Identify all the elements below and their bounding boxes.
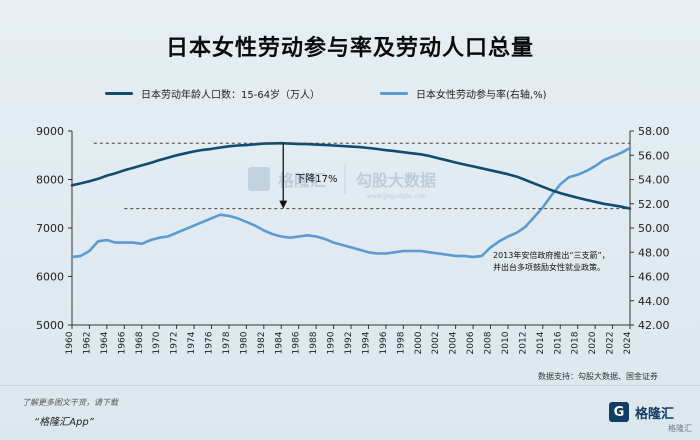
x-tick-label: 1996 (379, 331, 389, 354)
x-tick-label: 1974 (187, 331, 197, 354)
x-tick-label: 2022 (606, 332, 616, 355)
y-right-tick-label: 52.00 (638, 198, 670, 211)
policy-note-line2: 并出台多项鼓励女性就业政策。 (493, 262, 605, 272)
legend: 日本劳动年龄人口数：15-64岁（万人） 日本女性劳动参与率(右轴,%) (0, 86, 700, 102)
x-tick-label: 1990 (327, 331, 337, 354)
watermark-text: 勾股大数据 (356, 171, 436, 190)
x-tick-label: 2006 (466, 331, 476, 354)
y-right-tick-label: 58.00 (638, 125, 670, 138)
x-tick-label: 1962 (82, 332, 92, 355)
x-tick-label: 2020 (588, 331, 598, 354)
app-name: “格隆汇App” (34, 417, 94, 428)
y-right-tick-label: 54.00 (638, 174, 670, 187)
x-tick-label: 1960 (65, 331, 75, 354)
x-tick-label: 2004 (449, 331, 459, 354)
watermark-logo: 格隆汇 勾股大数据 www.gogudata.com (248, 164, 436, 200)
x-tick-label: 1964 (100, 331, 110, 354)
x-tick-label: 1992 (344, 332, 354, 355)
legend-item-female: 日本女性劳动参与率(右轴,%) (380, 86, 546, 101)
policy-note-line1: 2013年安倍政府推出“三支箭”， (493, 250, 610, 260)
y-left-tick-label: 7000 (36, 222, 64, 235)
legend-swatch-female (380, 92, 408, 95)
legend-swatch-labor (105, 92, 133, 95)
legend-label-labor: 日本劳动年龄人口数：15-64岁（万人） (141, 90, 321, 101)
y-right-tick-label: 56.00 (638, 149, 670, 162)
x-tick-label: 1998 (396, 331, 406, 354)
y-right-tick-label: 46.00 (638, 271, 670, 284)
y-right-tick-label: 50.00 (638, 222, 670, 235)
download-note: 了解更多图文干货，请下载 (22, 398, 118, 407)
x-tick-label: 2012 (518, 332, 528, 355)
y-left-tick-label: 5000 (36, 319, 64, 332)
y-left-tick-label: 8000 (36, 174, 64, 187)
x-tick-label: 1986 (292, 331, 302, 354)
x-tick-label: 1982 (257, 332, 267, 355)
y-right-tick-label: 48.00 (638, 246, 670, 259)
x-tick-label: 2010 (501, 331, 511, 354)
y-left-tick-label: 9000 (36, 125, 64, 138)
brand-icon: G (608, 402, 629, 422)
x-tick-label: 1978 (222, 331, 232, 354)
x-tick-label: 1988 (309, 331, 319, 354)
x-tick-label: 1966 (117, 331, 127, 354)
brand-logo: G 格隆汇 (608, 402, 674, 422)
y-right-tick-label: 44.00 (638, 295, 670, 308)
y-right-tick-label: 42.00 (638, 319, 670, 332)
female-participation-line (70, 146, 632, 259)
corner-watermark: 格隆汇 (668, 424, 692, 433)
x-tick-label: 2016 (553, 331, 563, 354)
x-tick-label: 1984 (274, 331, 284, 354)
x-tick-label: 2014 (536, 331, 546, 354)
watermark-brand: 格隆汇 (278, 171, 326, 190)
drop-label: 下降17% (295, 172, 337, 185)
drop-arrow-head (279, 200, 288, 209)
x-tick-label: 2018 (571, 331, 581, 354)
watermark-icon (248, 167, 270, 191)
x-tick-label: 2002 (431, 332, 441, 355)
x-tick-label: 1968 (135, 331, 145, 354)
legend-item-labor: 日本劳动年龄人口数：15-64岁（万人） (105, 86, 320, 101)
working-age-population-line (70, 141, 632, 210)
x-tick-label: 1970 (152, 331, 162, 354)
x-tick-label: 1976 (205, 331, 215, 354)
source-text: 数据支持：勾股大数据、国金证券 (538, 372, 658, 381)
brand-name: 格隆汇 (634, 406, 674, 422)
legend-label-female: 日本女性劳动参与率(右轴,%) (416, 90, 547, 101)
watermark-sub: www.gogudata.com (367, 193, 427, 200)
y-left-tick-label: 6000 (36, 271, 64, 284)
x-tick-label: 1994 (361, 331, 371, 354)
x-tick-label: 2000 (414, 331, 424, 354)
x-tick-label: 2024 (623, 331, 633, 354)
chart-title: 日本女性劳动参与率及劳动人口总量 (165, 36, 534, 61)
x-tick-label: 1980 (239, 331, 249, 354)
x-tick-label: 1972 (170, 332, 180, 355)
footer-divider (0, 385, 700, 386)
x-tick-label: 2008 (484, 331, 494, 354)
